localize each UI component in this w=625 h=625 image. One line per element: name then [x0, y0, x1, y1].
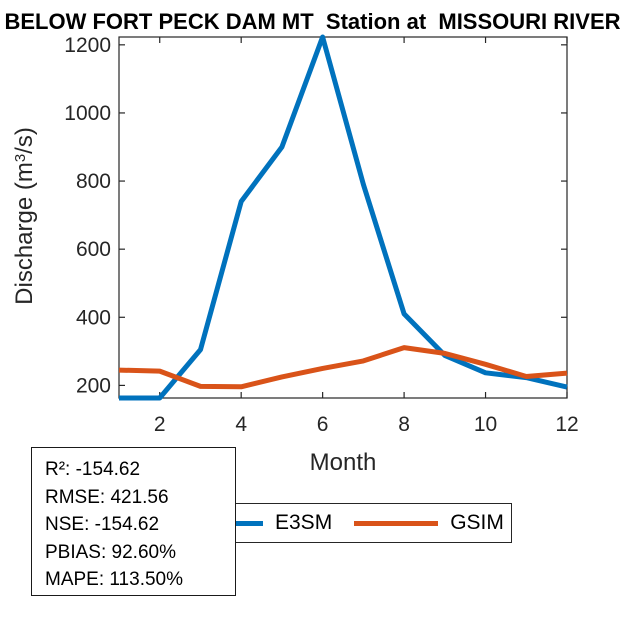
series-line-e3sm: [119, 34, 568, 401]
legend-label-e3sm: E3SM: [275, 511, 333, 534]
y-axis-label-text: Discharge (m: [11, 162, 38, 305]
x-tick-label: 12: [555, 413, 578, 436]
legend-label-gsim: GSIM: [450, 511, 504, 534]
y-axis-label-unit: /s): [11, 127, 38, 154]
series-line-gsim: [118, 345, 568, 390]
chart-title: BELOW FORT PECK DAM MT Station at MISSOU…: [4, 9, 621, 34]
axes-box: [118, 36, 568, 399]
y-tick-label: 1200: [64, 34, 111, 57]
y-tick-label: 800: [76, 170, 111, 193]
x-tick-label: 4: [235, 413, 247, 436]
x-tick-label: 8: [398, 413, 410, 436]
x-tick-label: 10: [474, 413, 497, 436]
legend-line-gsim: [354, 520, 439, 526]
stat-line-rmse: RMSE: 421.56: [45, 486, 169, 508]
x-tick-label: 6: [317, 413, 329, 436]
y-axis-label-superscript: 3: [13, 153, 29, 163]
stat-line-r2: R²: -154.62: [45, 459, 141, 480]
y-axis-label: Discharge (m3/s): [11, 76, 41, 356]
x-axis-label: Month: [309, 449, 377, 476]
y-tick-label: 600: [76, 238, 111, 261]
stat-line-mape: MAPE: 113.50%: [45, 569, 184, 590]
x-tick-label: 2: [154, 413, 166, 436]
y-tick-label: 400: [76, 306, 111, 329]
stat-line-pbias: PBIAS: 92.60%: [45, 541, 176, 563]
stats-box: R²: -154.62 RMSE: 421.56 NSE: -154.62 PB…: [31, 447, 236, 596]
y-tick-label: 200: [76, 374, 111, 397]
stat-line-nse: NSE: -154.62: [45, 514, 160, 535]
y-tick-label: 1000: [64, 102, 111, 125]
